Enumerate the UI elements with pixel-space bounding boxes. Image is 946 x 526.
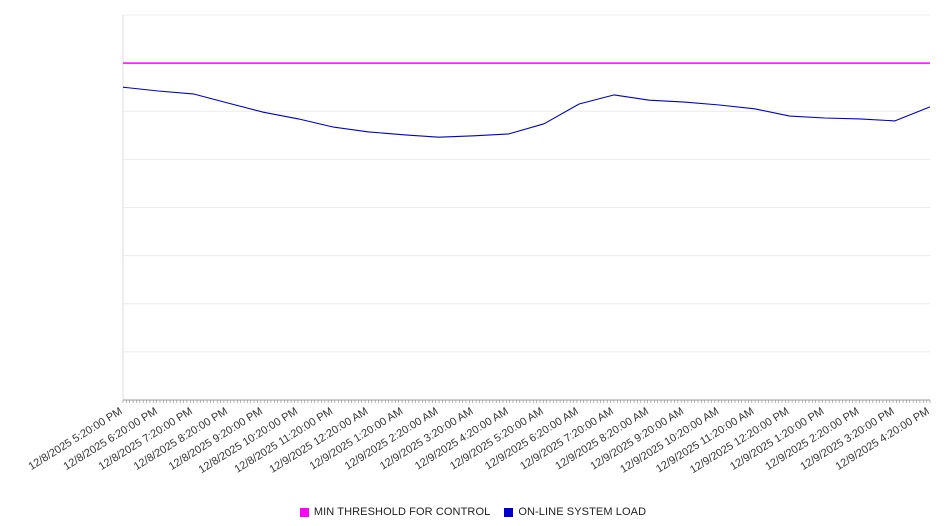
legend-item-min-threshold[interactable]: MIN THRESHOLD FOR CONTROL <box>299 506 491 518</box>
legend-label-min-threshold: MIN THRESHOLD FOR CONTROL <box>313 506 491 518</box>
legend-label-system-load: ON-LINE SYSTEM LOAD <box>518 506 647 518</box>
legend-swatch-system-load <box>504 507 514 517</box>
legend-item-system-load[interactable]: ON-LINE SYSTEM LOAD <box>504 506 646 518</box>
legend-swatch-min-threshold <box>299 507 309 517</box>
x-axis-minor-ticks <box>122 400 931 403</box>
system-load-line <box>122 86 931 138</box>
chart-legend: MIN THRESHOLD FOR CONTROL ON-LINE SYSTEM… <box>0 506 946 518</box>
